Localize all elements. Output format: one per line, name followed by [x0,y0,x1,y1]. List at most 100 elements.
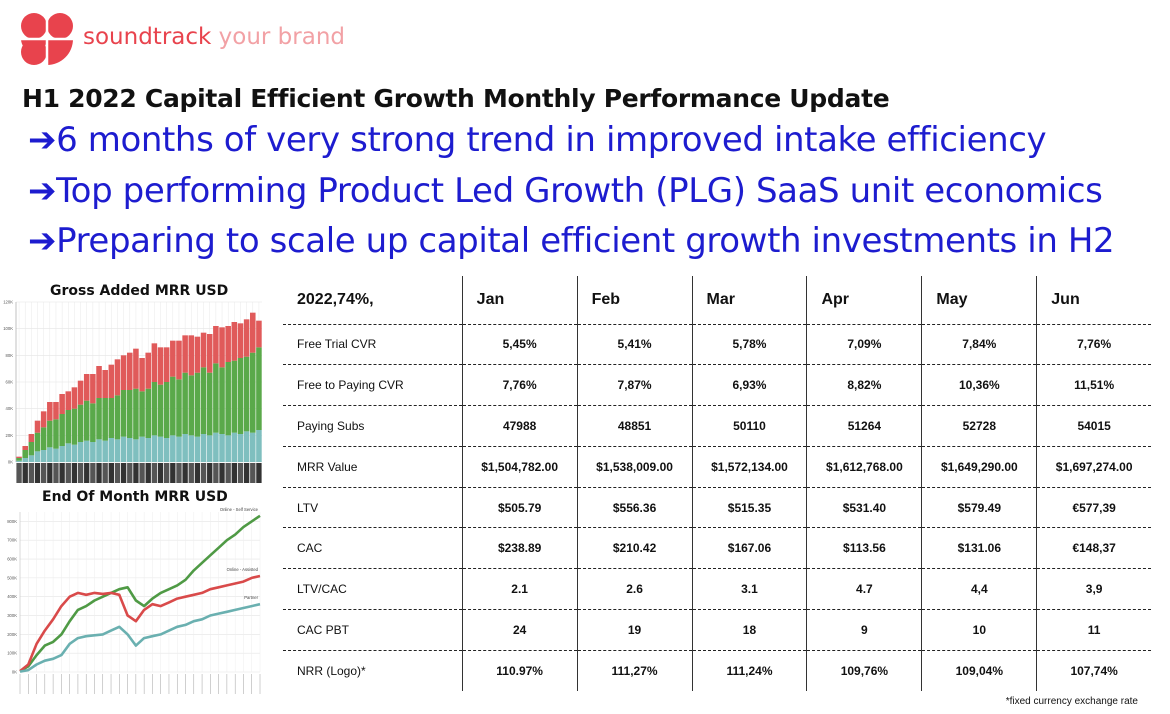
brand-name: soundtrack your brand [83,24,345,50]
bar-segment [170,340,176,377]
table-row: MRR Value $1,504,782.00 $1,538,009.00 $1,57… [283,446,1151,488]
bar-segment [47,420,53,448]
bar-segment [127,352,133,390]
table-cell: $531.40 [806,487,922,529]
table-cell: 3.1 [691,568,807,611]
bar-segment [83,400,90,441]
row-label: LTV [283,487,463,529]
bar-segment [40,450,47,462]
bullet-unit-economics: ➔Top performing Product Led Growth (PLG)… [28,171,1103,211]
table-cell: 3,9 [1036,568,1151,611]
table-cell: $1,504,782.00 [461,446,578,488]
table-row: Free to Paying CVR 7,76% 7,87% 6,93% 8,82% 10… [283,364,1151,407]
bar-segment [237,434,244,462]
bar-segment [145,388,151,438]
x-tick-marker [53,463,59,483]
bar-segment [145,438,151,462]
bar-segment [182,335,188,373]
bar-segment [22,450,28,458]
bar-segment [90,442,96,462]
bar-segment [182,372,188,434]
bar-segment [213,363,219,433]
bar-segment [200,332,207,368]
y-tick-label: 20K [6,433,14,438]
x-tick-marker [71,463,78,483]
bar-segment [243,431,250,462]
bar-segment [194,372,201,437]
bar-segment [96,439,102,462]
y-tick-label: 120K [3,300,13,305]
end-of-month-mrr-title: End Of Month MRR USD [42,489,228,505]
x-tick-marker [207,463,213,483]
bar-segment [213,432,219,462]
x-tick-marker [176,463,182,483]
bar-segment [34,451,41,462]
x-tick-marker [127,463,133,483]
bar-segment [47,402,53,421]
table-cell: $1,649,290.00 [921,446,1037,488]
bar-segment [53,448,59,462]
bullet-intake-efficiency: ➔6 months of very strong trend in improv… [28,120,1047,160]
y-tick-label: 600K [7,557,17,562]
bar-segment [225,435,231,462]
bar-segment [231,432,238,462]
table-cell: $238.89 [461,527,578,570]
table-cell: 7,87% [576,364,693,407]
bar-segment [59,394,65,414]
bar-segment [176,379,182,437]
table-cell: 110.97% [461,650,578,692]
bar-segment [40,411,47,428]
y-tick-label: 100K [7,651,17,656]
bar-segment [16,460,22,462]
x-tick-marker [170,463,176,483]
table-cell: $113.56 [806,527,922,570]
bar-segment [194,336,201,373]
table-row: Paying Subs 47988 48851 50110 51264 52728 5401… [283,405,1151,447]
row-label: CAC [283,527,463,570]
table-cell: $1,697,274.00 [1036,446,1151,488]
bar-segment [219,367,225,434]
bar-segment [83,440,90,462]
bar-segment [59,414,65,446]
bar-segment [28,442,35,456]
table-row: CAC PBT 24 19 18 9 10 11 [283,609,1151,651]
table-cell: 10 [921,609,1037,651]
brand-tagline: your brand [211,24,346,50]
row-label: NRR (Logo)* [297,664,366,679]
bar-segment [22,458,28,462]
bar-segment [188,435,195,462]
x-tick-marker [102,463,108,483]
table-cell: 7,76% [1036,324,1151,366]
y-tick-label: 80K [6,353,14,358]
series-line [19,602,261,673]
table-cell: 2.1 [461,568,578,611]
table-cell: 48851 [576,405,693,447]
table-cell: 4,4 [921,568,1037,611]
bar-segment [206,334,213,373]
x-tick-marker [120,463,127,483]
table-cell: €577,39 [1036,487,1151,529]
table-cell: $515.35 [691,487,807,529]
row-label: Free to Paying CVR [283,364,463,407]
bar-segment [16,458,22,461]
bar-segment [96,398,102,440]
bar-segment [108,438,115,462]
bar-segment [206,435,213,462]
y-tick-label: 200K [7,632,17,637]
table-cell: $505.79 [461,487,578,529]
page-title: H1 2022 Capital Efficient Growth Monthly… [22,84,890,113]
bar-segment [237,358,244,434]
y-tick-label: 300K [7,613,17,618]
table-cell: $167.06 [691,527,807,570]
x-tick-marker [213,463,219,483]
y-tick-label: 40K [6,406,14,411]
table-cell: $1,572,134.00 [691,446,807,488]
bar-segment [151,343,158,382]
bar-segment [237,323,244,358]
x-tick-marker [219,463,225,483]
table-cell: 52728 [921,405,1037,447]
table-cell: 111,24% [691,650,807,692]
y-tick-label: 500K [7,575,17,580]
arrow-icon: ➔ [28,221,57,261]
table-cell: 5,78% [691,324,807,366]
